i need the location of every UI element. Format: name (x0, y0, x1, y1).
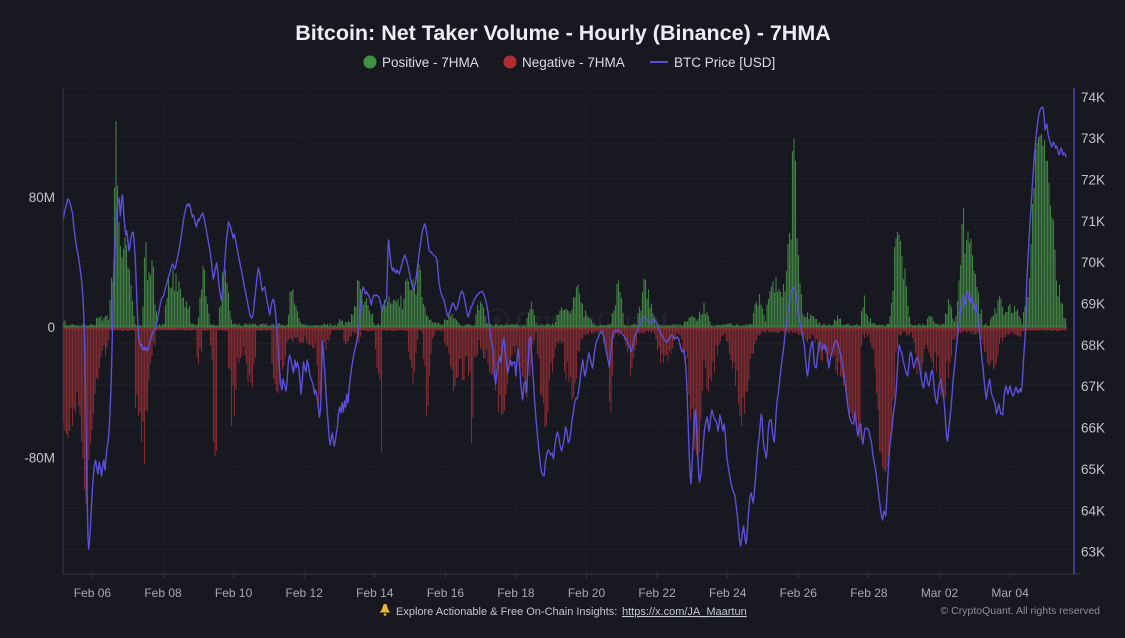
svg-text:Feb 18: Feb 18 (497, 586, 535, 600)
svg-text:Feb 20: Feb 20 (568, 586, 606, 600)
svg-text:69K: 69K (1081, 297, 1105, 312)
svg-text:© CryptoQuant. All rights rese: © CryptoQuant. All rights reserved (941, 605, 1101, 617)
svg-text:71K: 71K (1081, 214, 1105, 229)
svg-text:0: 0 (47, 320, 55, 335)
svg-text:Feb 22: Feb 22 (638, 586, 676, 600)
svg-text:Mar 04: Mar 04 (991, 586, 1029, 600)
svg-text:68K: 68K (1081, 338, 1105, 353)
svg-text:65K: 65K (1081, 462, 1105, 477)
svg-text:63K: 63K (1081, 545, 1105, 560)
svg-text:67K: 67K (1081, 379, 1105, 394)
svg-text:Feb 26: Feb 26 (780, 586, 818, 600)
svg-text:64K: 64K (1081, 503, 1105, 518)
svg-text:Bitcoin: Net Taker Volume - Ho: Bitcoin: Net Taker Volume - Hourly (Bina… (295, 21, 831, 45)
svg-text:BTC Price [USD]: BTC Price [USD] (674, 55, 775, 70)
svg-text:74K: 74K (1081, 90, 1105, 105)
svg-text:Feb 16: Feb 16 (427, 586, 465, 600)
svg-text:Feb 10: Feb 10 (215, 586, 253, 600)
svg-text:Explore Actionable & Free On-C: Explore Actionable & Free On-Chain Insig… (396, 606, 617, 618)
svg-text:Mar 02: Mar 02 (921, 586, 959, 600)
svg-text:Feb 14: Feb 14 (356, 586, 394, 600)
svg-text:Feb 24: Feb 24 (709, 586, 747, 600)
svg-text:Feb 08: Feb 08 (144, 586, 182, 600)
svg-text:https://x.com/JA_Maartun: https://x.com/JA_Maartun (622, 606, 747, 618)
svg-text:Negative - 7HMA: Negative - 7HMA (522, 55, 625, 70)
svg-text:80M: 80M (29, 190, 55, 205)
svg-text:72K: 72K (1081, 173, 1105, 188)
svg-text:66K: 66K (1081, 421, 1105, 436)
svg-text:70K: 70K (1081, 255, 1105, 270)
svg-text:Positive - 7HMA: Positive - 7HMA (382, 55, 479, 70)
svg-text:Feb 12: Feb 12 (286, 586, 324, 600)
svg-text:-80M: -80M (24, 451, 55, 466)
svg-text:Feb 06: Feb 06 (74, 586, 112, 600)
svg-text:73K: 73K (1081, 131, 1105, 146)
svg-text:Feb 28: Feb 28 (850, 586, 888, 600)
